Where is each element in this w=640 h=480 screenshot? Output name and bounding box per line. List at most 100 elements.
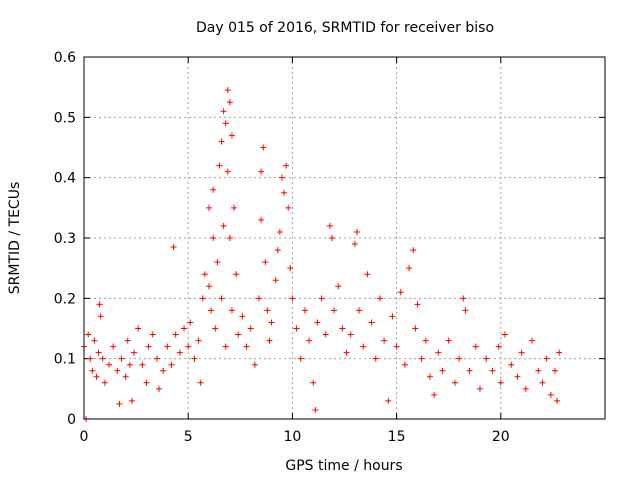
y-tick-label: 0 xyxy=(67,412,76,428)
data-point xyxy=(87,355,94,362)
data-point xyxy=(518,349,525,356)
data-point xyxy=(243,343,250,350)
data-point xyxy=(356,307,363,314)
data-point xyxy=(322,331,329,338)
data-point xyxy=(97,313,104,320)
data-point xyxy=(462,307,469,314)
y-tick-label: 0.2 xyxy=(54,291,76,307)
data-point xyxy=(176,349,183,356)
y-tick-label: 0.3 xyxy=(54,231,76,247)
data-point xyxy=(228,307,235,314)
data-point xyxy=(283,162,290,169)
data-point xyxy=(489,367,496,374)
data-point xyxy=(306,337,313,344)
data-point xyxy=(222,343,229,350)
data-point xyxy=(96,301,103,308)
data-point xyxy=(195,337,202,344)
data-point xyxy=(258,168,265,175)
data-point xyxy=(266,337,273,344)
data-point xyxy=(128,397,135,404)
data-point xyxy=(231,204,238,211)
data-point xyxy=(201,271,208,278)
data-point xyxy=(414,301,421,308)
data-point xyxy=(187,319,194,326)
data-point xyxy=(347,331,354,338)
data-point xyxy=(285,204,292,211)
data-point xyxy=(239,313,246,320)
data-point xyxy=(445,337,452,344)
data-point xyxy=(168,361,175,368)
y-tick-label: 0.1 xyxy=(54,352,76,368)
data-point xyxy=(435,349,442,356)
x-tick-label: 10 xyxy=(283,429,301,445)
data-point xyxy=(170,244,177,251)
y-tick-label: 0.6 xyxy=(54,50,76,66)
data-point xyxy=(226,99,233,106)
data-point xyxy=(539,379,546,386)
data-point xyxy=(312,406,319,413)
data-point xyxy=(251,361,258,368)
x-tick-label: 5 xyxy=(184,429,193,445)
data-point xyxy=(547,391,554,398)
data-point xyxy=(476,385,483,392)
data-point xyxy=(106,361,113,368)
data-point xyxy=(258,216,265,223)
data-point xyxy=(226,235,233,241)
data-point xyxy=(406,265,413,272)
data-point xyxy=(360,343,367,350)
y-tick-label: 0.4 xyxy=(54,171,76,187)
data-point xyxy=(522,385,529,392)
data-point xyxy=(101,379,108,386)
data-point xyxy=(368,319,375,326)
data-point xyxy=(393,343,400,350)
data-point xyxy=(554,397,561,404)
data-point xyxy=(310,379,317,386)
data-point xyxy=(220,222,227,229)
data-point xyxy=(164,343,171,350)
y-tick-label: 0.5 xyxy=(54,110,76,126)
data-point xyxy=(287,265,294,272)
data-points xyxy=(81,87,563,422)
data-point xyxy=(191,355,198,362)
data-point xyxy=(281,189,288,196)
data-point xyxy=(514,373,521,380)
data-point xyxy=(197,379,204,386)
data-point xyxy=(126,361,133,368)
data-point xyxy=(116,400,123,407)
data-point xyxy=(264,307,271,314)
data-point xyxy=(385,397,392,404)
data-point xyxy=(397,289,404,296)
data-point xyxy=(472,343,479,350)
data-point xyxy=(216,162,223,169)
data-point xyxy=(260,144,267,151)
data-point xyxy=(483,355,490,362)
data-point xyxy=(364,271,371,278)
data-point xyxy=(218,295,225,302)
data-point xyxy=(301,307,308,314)
x-tick-label: 0 xyxy=(80,429,89,445)
data-point xyxy=(149,331,156,338)
data-point xyxy=(222,120,229,127)
data-point xyxy=(343,349,350,356)
data-point xyxy=(95,349,102,356)
data-point xyxy=(181,325,188,332)
y-axis-ticks: 0 0.1 0.2 0.3 0.4 0.5 0.6 xyxy=(54,50,605,428)
data-point xyxy=(418,355,425,362)
data-point xyxy=(328,235,335,241)
data-point xyxy=(110,343,117,350)
data-point xyxy=(256,295,263,302)
data-point xyxy=(354,228,361,235)
data-point xyxy=(210,235,217,241)
data-point xyxy=(114,367,121,374)
data-point xyxy=(501,331,508,338)
data-point xyxy=(331,307,338,314)
data-point xyxy=(335,283,342,290)
data-point xyxy=(210,186,217,193)
data-point xyxy=(293,325,300,332)
x-tick-label: 20 xyxy=(492,429,510,445)
data-point xyxy=(508,361,515,368)
plot-frame xyxy=(83,56,606,420)
data-point xyxy=(351,241,358,248)
data-point xyxy=(99,355,106,362)
